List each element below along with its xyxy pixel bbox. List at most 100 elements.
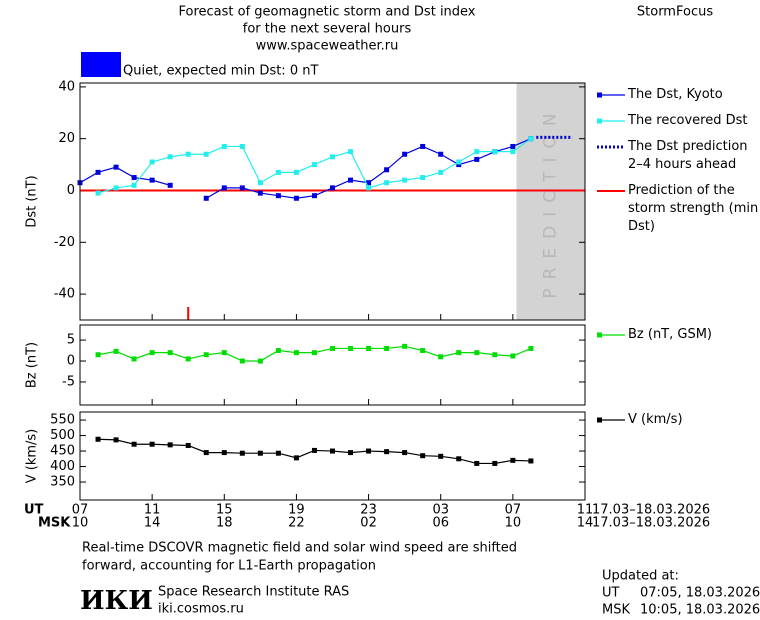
marker xyxy=(348,149,354,155)
marker xyxy=(131,182,137,188)
marker xyxy=(149,177,155,183)
marker xyxy=(348,450,354,456)
title: Forecast of geomagnetic storm and Dst in… xyxy=(178,5,475,20)
marker xyxy=(149,350,155,356)
marker xyxy=(257,358,263,364)
x2-tick-label: 10 xyxy=(72,516,89,531)
marker xyxy=(275,450,281,456)
marker xyxy=(384,345,390,351)
marker xyxy=(510,149,516,155)
marker xyxy=(275,193,281,199)
marker xyxy=(510,353,516,359)
marker xyxy=(185,151,191,157)
y-tick-label: -5 xyxy=(62,374,75,389)
marker xyxy=(185,356,191,362)
legend-label: The Dst prediction 2–4 hours ahead xyxy=(628,139,748,172)
x-tick-label: 19 xyxy=(288,503,305,518)
legend-label: Prediction of the storm strength (min Ds… xyxy=(628,183,759,234)
marker xyxy=(149,159,155,165)
x-tick-label: 11 xyxy=(577,503,594,518)
marker xyxy=(474,156,480,162)
x2-tick-label: 22 xyxy=(288,516,305,531)
marker xyxy=(438,453,444,459)
marker xyxy=(311,350,317,356)
legend-marker xyxy=(597,118,602,124)
marker xyxy=(438,169,444,175)
y-axis-label: V (km/s) xyxy=(25,429,40,484)
y-tick-label: 350 xyxy=(50,475,75,490)
marker xyxy=(95,190,101,196)
marker xyxy=(257,180,263,186)
marker xyxy=(167,350,173,356)
note: Real-time DSCOVR magnetic field and sola… xyxy=(82,541,517,556)
y-tick-label: 550 xyxy=(50,413,75,428)
marker xyxy=(420,453,426,459)
y-tick-label: 400 xyxy=(50,459,75,474)
x2-tick-label: 18 xyxy=(216,516,233,531)
marker xyxy=(167,154,173,160)
date-range: 17.03–18.03.2026 xyxy=(592,516,710,531)
marker xyxy=(348,177,354,183)
x-tick-label: 23 xyxy=(360,503,377,518)
x2-tick-label: 14 xyxy=(144,516,161,531)
marker xyxy=(438,354,444,360)
marker xyxy=(348,345,354,351)
marker xyxy=(239,143,245,149)
updated-label: Updated at: xyxy=(602,569,679,584)
marker xyxy=(131,441,137,447)
marker xyxy=(384,167,390,173)
marker xyxy=(366,448,372,454)
marker xyxy=(402,151,408,157)
legend-label: The recovered Dst xyxy=(628,113,748,128)
legend-label: Bz (nT, GSM) xyxy=(628,327,713,342)
y-tick-label: -20 xyxy=(54,235,75,250)
marker xyxy=(221,185,227,191)
marker xyxy=(528,136,534,142)
legend-label: V (km/s) xyxy=(628,412,683,427)
institute: Space Research Institute RAS xyxy=(158,585,349,600)
legend-marker xyxy=(597,92,602,98)
marker xyxy=(311,162,317,168)
updated-ut-label: UT xyxy=(602,586,620,601)
marker xyxy=(420,175,426,181)
x-tick-label: 03 xyxy=(432,503,449,518)
marker xyxy=(492,460,498,466)
marker xyxy=(366,345,372,351)
panel-frame xyxy=(79,82,586,321)
marker xyxy=(492,149,498,155)
brand: StormFocus xyxy=(637,5,713,20)
x2-tick-label: 14 xyxy=(577,516,594,531)
marker xyxy=(456,350,462,356)
marker xyxy=(438,151,444,157)
marker xyxy=(311,193,317,199)
x-tick-label: 07 xyxy=(505,503,522,518)
y-tick-label: 450 xyxy=(50,444,75,459)
subtitle: for the next several hours xyxy=(243,22,412,37)
marker xyxy=(402,177,408,183)
x-tick-label: 15 xyxy=(216,503,233,518)
marker xyxy=(203,195,209,201)
marker xyxy=(239,185,245,191)
marker xyxy=(131,175,137,181)
marker xyxy=(257,190,263,196)
status-box xyxy=(81,52,121,77)
marker xyxy=(402,450,408,456)
marker xyxy=(113,185,119,191)
updated-ut-time: 07:05, 18.03.2026 xyxy=(640,586,760,601)
marker xyxy=(330,154,335,160)
marker xyxy=(366,185,372,191)
marker xyxy=(113,164,119,170)
marker xyxy=(528,345,534,351)
marker xyxy=(113,437,119,443)
marker xyxy=(131,356,137,362)
panel-frame xyxy=(79,324,586,406)
marker xyxy=(221,143,227,149)
marker xyxy=(95,436,101,442)
note: forward, accounting for L1-Earth propaga… xyxy=(82,559,376,574)
marker xyxy=(275,348,281,354)
marker xyxy=(420,348,426,354)
legend-marker xyxy=(597,417,602,423)
marker xyxy=(311,447,317,453)
y-axis-label: Dst (nT) xyxy=(25,175,40,227)
